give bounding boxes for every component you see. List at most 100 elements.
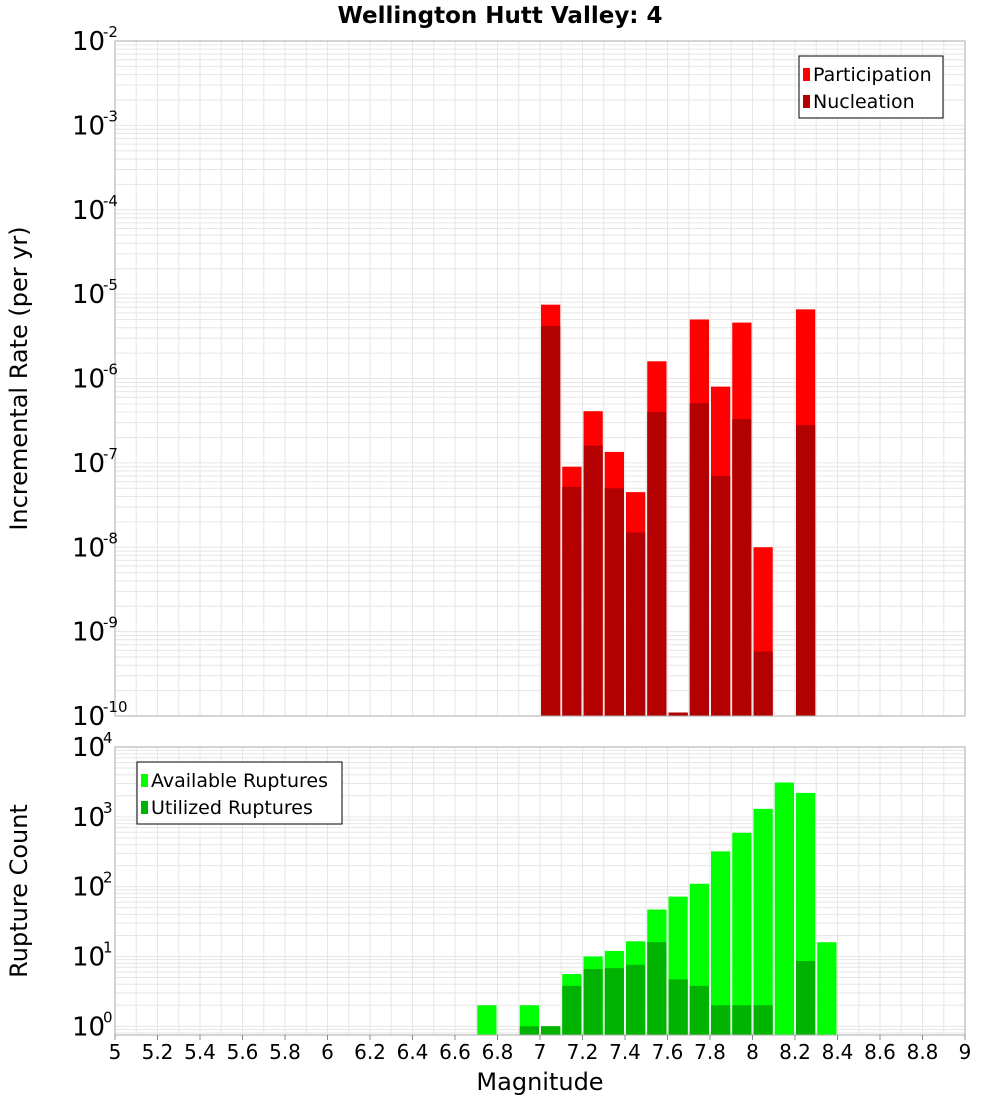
x-tick-label: 8.2	[779, 1040, 811, 1064]
bottom-bar-a	[817, 942, 837, 1035]
bottom-bar-b	[732, 1005, 752, 1035]
bottom-bar-b	[796, 961, 816, 1035]
top-bar-b	[711, 475, 731, 716]
svg-text:10: 10	[72, 280, 105, 310]
top-bar-b	[689, 403, 709, 716]
svg-text:10: 10	[72, 533, 105, 563]
x-tick-label: 6.4	[397, 1040, 429, 1064]
top-y-tick-label: 10-4	[72, 192, 118, 226]
top-bar-b	[668, 712, 688, 716]
top-bar-b	[562, 486, 582, 716]
bottom-bar-a	[732, 832, 752, 1035]
bottom-bar-b	[668, 979, 688, 1035]
x-tick-label: 6.2	[354, 1040, 386, 1064]
top-bar-b	[647, 412, 667, 716]
top-y-tick-label: 10-9	[72, 614, 118, 648]
svg-text:10: 10	[72, 111, 105, 141]
svg-text:-7: -7	[103, 445, 118, 463]
x-tick-label: 7.2	[567, 1040, 599, 1064]
bottom-legend-swatch	[141, 774, 148, 787]
top-legend-swatch	[803, 68, 810, 81]
x-axis-ticks: 5 5.2 5.4 5.6 5.8 6 6.2 6.4 6.6 6.8 7 7.2 7.4 7.6 7.8 8…	[109, 1035, 972, 1064]
top-y-tick-label: 10-5	[72, 276, 118, 310]
top-legend-label: Participation	[813, 64, 932, 86]
top-y-tick-label: 10-10	[72, 698, 128, 732]
x-tick-label: 8.8	[907, 1040, 939, 1064]
bottom-bar-b	[562, 985, 582, 1035]
bottom-legend-label: Available Ruptures	[151, 770, 328, 792]
x-tick-label: 7.4	[609, 1040, 641, 1064]
svg-text:10: 10	[72, 618, 105, 648]
top-y-axis-label: Incremental Rate (per yr)	[5, 226, 33, 530]
top-bar-b	[796, 425, 816, 716]
top-y-tick-label: 10-7	[72, 445, 118, 479]
svg-text:-3: -3	[103, 107, 118, 125]
bottom-y-tick-label: 103	[72, 799, 113, 833]
svg-text:10: 10	[72, 803, 105, 833]
bottom-bar-a	[774, 782, 794, 1035]
top-bars	[541, 304, 816, 716]
svg-text:-9: -9	[103, 614, 118, 632]
bottom-bar-b	[583, 969, 603, 1035]
bottom-y-tick-label: 102	[72, 869, 113, 903]
svg-text:10: 10	[72, 196, 105, 226]
bottom-bar-b	[711, 1005, 731, 1035]
top-bar-b	[541, 325, 561, 716]
bottom-bar-b	[541, 1026, 561, 1035]
x-tick-label: 8.4	[822, 1040, 854, 1064]
top-bar-b	[583, 445, 603, 716]
bottom-bar-a	[753, 808, 773, 1035]
svg-text:-4: -4	[103, 192, 118, 210]
x-tick-label: 7.8	[694, 1040, 726, 1064]
bottom-bar-a	[477, 1005, 497, 1035]
svg-text:2: 2	[103, 869, 113, 887]
svg-text:-10: -10	[103, 698, 128, 716]
bottom-bar-b	[604, 968, 624, 1035]
top-legend: Participation Nucleation	[798, 55, 944, 119]
top-bar-b	[732, 419, 752, 716]
svg-text:-8: -8	[103, 529, 118, 547]
svg-text:1: 1	[103, 938, 113, 956]
top-legend-label: Nucleation	[813, 91, 915, 113]
top-y-tick-label: 10-6	[72, 361, 118, 395]
x-tick-label: 8	[746, 1040, 759, 1064]
bottom-bar-b	[626, 964, 646, 1035]
bottom-bar-b	[647, 942, 667, 1035]
top-legend-swatch	[803, 95, 810, 108]
svg-text:10: 10	[72, 702, 105, 732]
svg-text:3: 3	[103, 799, 113, 817]
x-tick-label: 7	[534, 1040, 547, 1064]
bottom-legend-label: Utilized Ruptures	[151, 797, 313, 819]
bottom-y-tick-label: 104	[72, 729, 113, 763]
chart-title: Wellington Hutt Valley: 4	[337, 3, 662, 29]
bottom-y-tick-label: 100	[72, 1008, 113, 1042]
x-tick-label: 6.8	[482, 1040, 514, 1064]
svg-text:-6: -6	[103, 361, 118, 379]
x-tick-label: 8.6	[864, 1040, 896, 1064]
top-y-tick-label: 10-3	[72, 107, 118, 141]
bottom-legend: Available Ruptures Utilized Ruptures	[136, 761, 343, 825]
x-tick-label: 7.6	[652, 1040, 684, 1064]
x-tick-label: 6	[321, 1040, 334, 1064]
svg-text:-5: -5	[103, 276, 118, 294]
x-tick-label: 6.6	[439, 1040, 471, 1064]
bottom-bar-b	[689, 985, 709, 1035]
x-tick-label: 5	[109, 1040, 122, 1064]
top-y-tick-label: 10-2	[72, 23, 118, 57]
top-y-tick-label: 10-8	[72, 529, 118, 563]
top-bar-b	[604, 488, 624, 716]
bottom-y-axis-label: Rupture Count	[5, 804, 33, 978]
top-plot-frame	[114, 40, 966, 717]
svg-text:4: 4	[103, 729, 113, 747]
bottom-bar-a	[711, 851, 731, 1035]
x-tick-label: 9	[959, 1040, 972, 1064]
bottom-legend-swatch	[141, 801, 148, 814]
x-tick-label: 5.6	[227, 1040, 259, 1064]
svg-text:10: 10	[72, 27, 105, 57]
bottom-bar-b	[519, 1026, 539, 1035]
svg-text:0: 0	[103, 1008, 113, 1026]
svg-text:10: 10	[72, 733, 105, 763]
